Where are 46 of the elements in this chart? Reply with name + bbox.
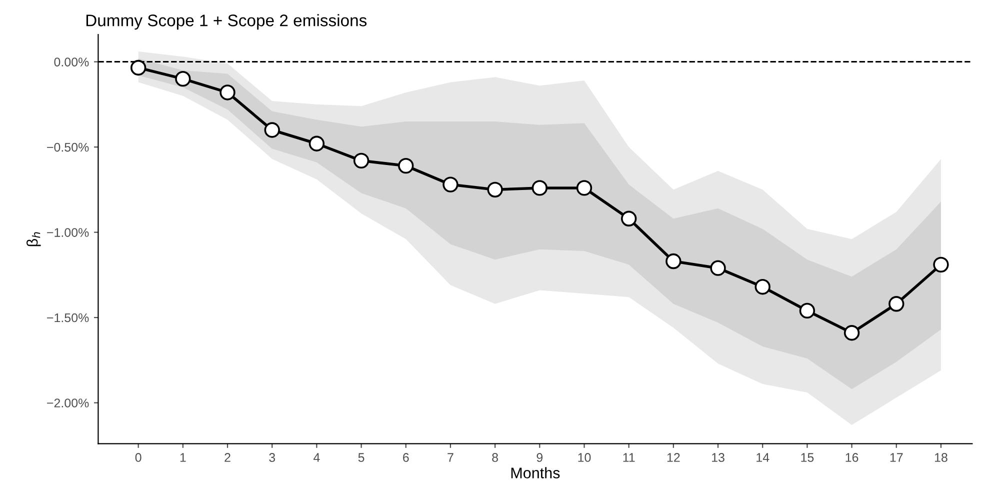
point (308, 136, 325, 152)
point (353, 152, 370, 169)
x-tick-label: 13 (712, 453, 724, 462)
x-tick-label: 18 (934, 453, 948, 462)
x-tick-label: 1 (180, 453, 186, 462)
y-tick-label: −1.00% (47, 228, 89, 237)
x-axis-title: Months (511, 467, 560, 478)
x-tick-label: 5 (358, 453, 364, 462)
point (264, 122, 280, 138)
x-tick-label: 2 (224, 453, 230, 462)
y-tick-label: 0.00% (54, 58, 89, 66)
point (933, 256, 949, 273)
x-tick-label: 3 (269, 453, 276, 462)
point (710, 260, 726, 276)
y-tick-label: −1.50% (47, 313, 89, 322)
x-tick-label: 15 (801, 453, 814, 462)
point (398, 158, 414, 174)
x-tick-label: 8 (492, 453, 498, 462)
point (888, 296, 904, 312)
y-tick-label: −2.00% (47, 398, 89, 408)
x-tick-label: 0 (135, 453, 142, 462)
point (442, 176, 458, 192)
x-tick-label: 11 (623, 453, 635, 462)
x-tick-label: 14 (756, 453, 770, 462)
y-axis-title: β$_{h}$ (26, 232, 41, 246)
point (220, 84, 236, 100)
point (620, 210, 637, 226)
point (487, 182, 503, 198)
point (754, 278, 770, 295)
chart-title: Dummy Scope 1 + Scope 2 emissions (86, 14, 367, 30)
x-tick-label: 6 (403, 453, 409, 462)
x-tick-label: 17 (890, 453, 903, 462)
point (576, 180, 592, 196)
point (799, 302, 816, 319)
x-tick-label: 4 (314, 453, 320, 462)
x-tick-label: 7 (448, 453, 454, 462)
point (844, 325, 860, 341)
x-tick-label: 16 (846, 453, 858, 462)
x-tick-label: 9 (536, 453, 543, 462)
point (666, 253, 682, 270)
x-tick-label: 12 (667, 453, 680, 462)
point (130, 60, 146, 76)
y-tick-label: −0.50% (47, 142, 89, 152)
point (532, 180, 548, 196)
point (175, 70, 191, 87)
x-tick-label: 10 (578, 453, 591, 462)
